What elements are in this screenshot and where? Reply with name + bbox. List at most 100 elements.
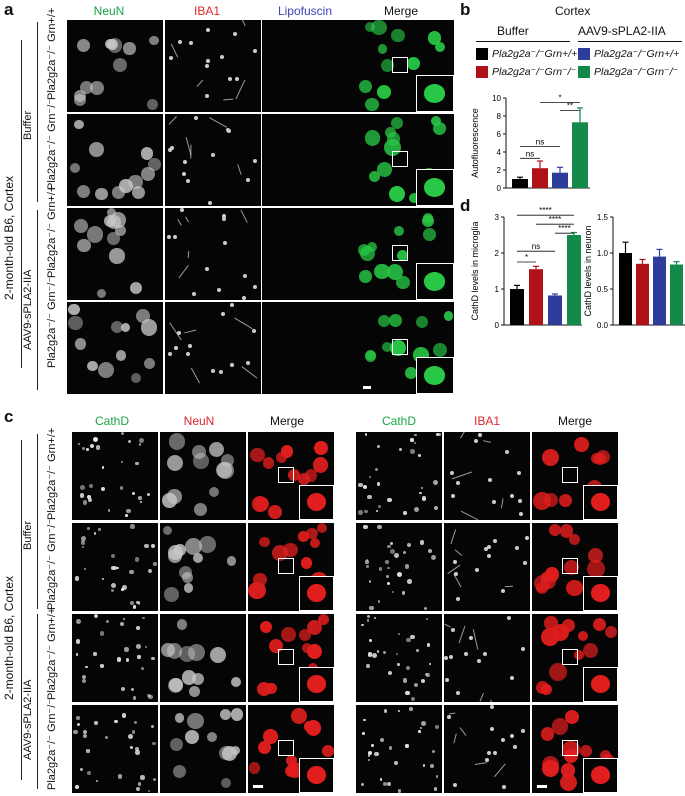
cell-blob [129, 746, 133, 750]
cell-blob [79, 484, 85, 490]
cell-blob [453, 559, 458, 564]
cell-blob [568, 534, 580, 546]
cell-blob [449, 471, 454, 476]
bar [552, 172, 568, 188]
cell-blob [368, 580, 372, 583]
cell-blob [132, 186, 146, 200]
panel-a-row-label-2: Pla2g2a⁻/⁻ Grn⁻/⁻ [46, 98, 58, 190]
roi-box [278, 649, 295, 666]
cell-blob [385, 126, 397, 139]
cell-blob [280, 445, 293, 458]
cell-blob [168, 548, 182, 563]
cell-blob [260, 621, 273, 634]
cell-blob [100, 664, 104, 668]
cell-blob [515, 546, 520, 550]
cell-blob [73, 729, 78, 734]
legend-swatch-1 [476, 48, 488, 61]
cell-blob [208, 487, 219, 498]
cell-blob [227, 128, 232, 133]
process-line [460, 510, 479, 520]
panel-c-buffer-bracket [37, 434, 38, 609]
cell-blob [444, 677, 449, 682]
panel-a-letter: a [4, 0, 14, 19]
cell-blob [383, 708, 388, 713]
cell-blob [359, 270, 372, 283]
cell-blob [285, 754, 298, 767]
cell-blob [513, 744, 518, 749]
cell-blob [402, 591, 406, 595]
cell-blob [205, 63, 210, 68]
cell-blob [98, 528, 101, 531]
cell-blob [132, 605, 137, 610]
panel-c-col-iba1: IBA1 [473, 414, 500, 428]
cell-blob [488, 478, 493, 483]
cell-blob [128, 569, 134, 575]
cell-blob [420, 726, 423, 730]
cell-blob [456, 480, 461, 485]
cell-blob [365, 97, 380, 112]
cell-blob [112, 566, 118, 571]
cell-blob [87, 498, 92, 503]
cell-blob [405, 744, 409, 748]
cell-blob [121, 686, 126, 692]
cell-blob [376, 444, 380, 448]
cell-blob [112, 57, 128, 73]
cell-blob [81, 546, 85, 549]
roi-box [562, 558, 579, 575]
cell-blob [448, 655, 453, 660]
cell-blob [360, 246, 376, 262]
cell-blob [487, 545, 492, 550]
cell-blob [309, 538, 321, 549]
legend-swatch-3 [476, 66, 488, 79]
cell-blob [194, 502, 208, 516]
cell-blob [119, 621, 125, 627]
cell-blob [221, 312, 226, 317]
cell-blob [221, 213, 226, 218]
cell-blob [192, 444, 207, 459]
cell-blob [504, 450, 509, 455]
cell-blob [88, 484, 93, 489]
cell-blob [186, 179, 191, 184]
panel-c-col-neun: NeuN [183, 414, 215, 428]
panel-b-buffer-line [476, 41, 570, 42]
cell-blob [394, 226, 404, 237]
cell-blob [162, 525, 172, 535]
cell-blob [243, 274, 248, 279]
inset-cell [307, 675, 327, 694]
panel-a-micrograph-r3-c1 [67, 208, 163, 300]
cell-blob [387, 671, 392, 676]
cell-blob [417, 730, 421, 733]
cell-blob [431, 116, 442, 127]
cell-blob [168, 148, 173, 153]
cell-blob [167, 351, 172, 356]
cell-blob [390, 548, 395, 554]
cell-blob [242, 295, 247, 300]
cell-blob [374, 263, 390, 280]
zoom-inset [299, 575, 334, 611]
cell-blob [97, 362, 114, 379]
cell-blob [482, 652, 487, 657]
process-line [472, 628, 479, 650]
y-tick-label: 10 [492, 94, 501, 103]
process-line [178, 264, 189, 278]
cell-blob [434, 505, 439, 510]
legend-swatch-2 [578, 48, 590, 61]
cell-blob [87, 527, 90, 530]
cell-blob [463, 652, 468, 657]
cell-blob [222, 216, 226, 221]
panel-c-group-buffer: Buffer [22, 520, 34, 550]
cell-blob [300, 557, 313, 569]
cell-blob [307, 619, 323, 636]
cell-blob [101, 577, 104, 580]
cell-blob [373, 616, 377, 620]
cell-blob [435, 432, 440, 437]
roi-box [391, 244, 408, 261]
process-line [196, 79, 204, 88]
roi-box [278, 558, 295, 575]
zoom-inset [299, 666, 334, 702]
cell-blob [364, 510, 368, 514]
cell-blob [218, 369, 223, 374]
roi-box [278, 467, 295, 484]
roi-box [391, 338, 408, 355]
process-line [187, 250, 189, 258]
